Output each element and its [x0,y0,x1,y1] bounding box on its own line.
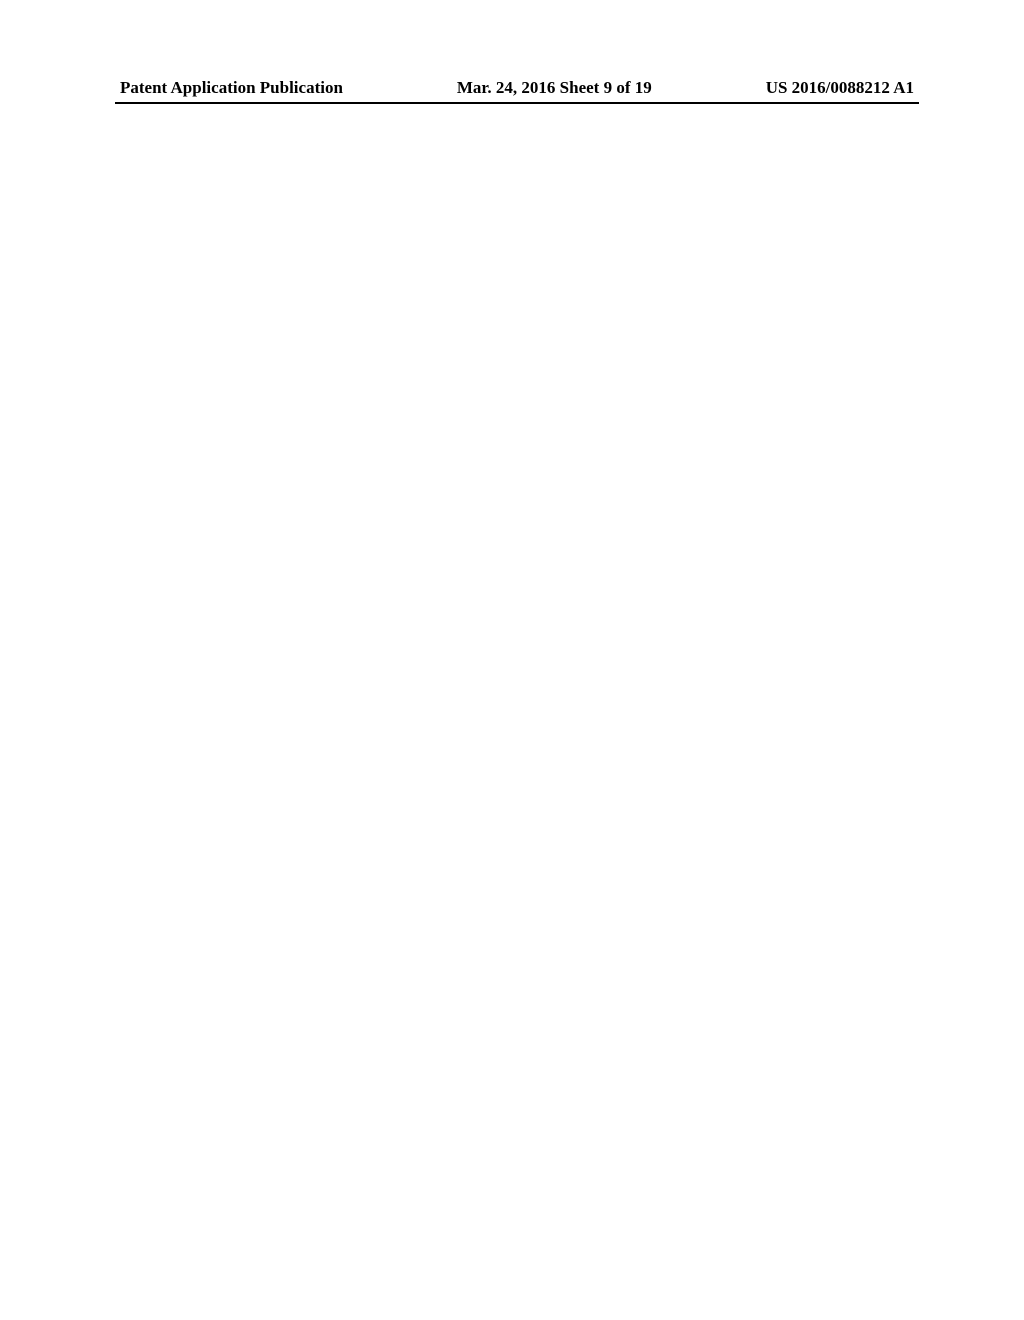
header-center: Mar. 24, 2016 Sheet 9 of 19 [457,78,652,98]
header-right: US 2016/0088212 A1 [766,78,914,98]
header-left: Patent Application Publication [120,78,343,98]
figure-container: Resolution for 8" Interocular Spacing Re… [110,160,910,1190]
rotated-figure: Resolution for 8" Interocular Spacing Re… [0,160,110,1190]
patent-header: Patent Application Publication Mar. 24, … [120,78,914,98]
header-rule [115,102,919,104]
